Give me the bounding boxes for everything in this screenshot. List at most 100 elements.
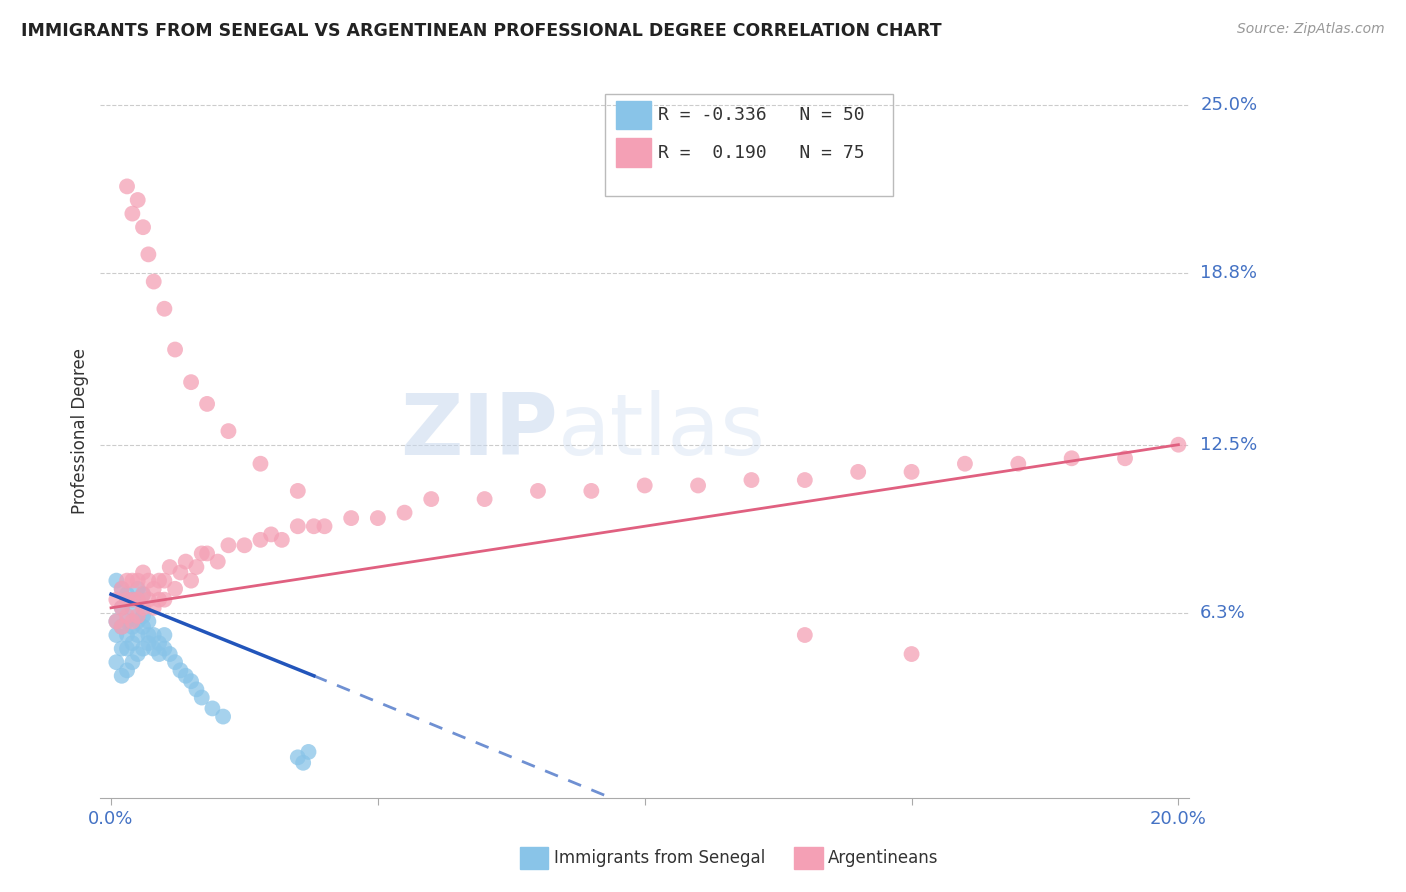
Point: [138, 636, 160, 650]
Text: 12.5%: 12.5%: [1201, 435, 1257, 454]
Point: [138, 615, 160, 629]
Point: [180, 674, 202, 689]
Text: 25.0%: 25.0%: [1201, 95, 1257, 114]
Point: [105, 615, 128, 629]
Point: [249, 457, 271, 471]
Point: [105, 574, 128, 588]
Point: [148, 592, 170, 607]
Point: [142, 628, 165, 642]
Point: [186, 682, 208, 697]
Point: [233, 538, 256, 552]
Point: [900, 647, 922, 661]
Point: [159, 560, 181, 574]
Point: [132, 600, 155, 615]
Point: [180, 574, 202, 588]
Point: [121, 636, 143, 650]
Point: [111, 641, 134, 656]
Point: [115, 628, 138, 642]
Point: [138, 592, 160, 607]
Point: [195, 546, 218, 560]
Point: [186, 560, 208, 574]
Point: [111, 582, 134, 596]
Point: [115, 592, 138, 607]
Point: [190, 690, 212, 705]
Point: [195, 397, 218, 411]
Point: [148, 647, 170, 661]
Point: [142, 275, 165, 289]
Point: [394, 506, 416, 520]
Point: [1060, 451, 1083, 466]
Point: [121, 206, 143, 220]
Point: [793, 628, 815, 642]
Point: [115, 664, 138, 678]
Point: [132, 620, 155, 634]
Point: [111, 600, 134, 615]
Point: [132, 220, 155, 235]
Point: [249, 533, 271, 547]
Point: [212, 709, 235, 723]
Point: [527, 483, 550, 498]
Point: [287, 750, 309, 764]
Point: [793, 473, 815, 487]
Point: [127, 628, 149, 642]
Text: Source: ZipAtlas.com: Source: ZipAtlas.com: [1237, 22, 1385, 37]
Point: [581, 483, 603, 498]
Point: [217, 538, 239, 552]
Point: [159, 647, 181, 661]
Point: [138, 574, 160, 588]
Point: [153, 301, 176, 316]
Text: R = -0.336   N = 50: R = -0.336 N = 50: [658, 106, 865, 124]
Text: Immigrants from Senegal: Immigrants from Senegal: [554, 849, 765, 867]
Point: [302, 519, 325, 533]
Point: [740, 473, 762, 487]
Point: [169, 664, 191, 678]
Y-axis label: Professional Degree: Professional Degree: [72, 348, 89, 514]
Point: [270, 533, 292, 547]
Point: [115, 641, 138, 656]
Point: [127, 582, 149, 596]
Point: [121, 592, 143, 607]
Point: [127, 647, 149, 661]
Text: 18.8%: 18.8%: [1201, 264, 1257, 283]
Point: [127, 615, 149, 629]
Point: [174, 669, 197, 683]
Text: R =  0.190   N = 75: R = 0.190 N = 75: [658, 144, 865, 161]
Point: [127, 574, 149, 588]
Point: [115, 592, 138, 607]
Point: [367, 511, 389, 525]
Point: [121, 600, 143, 615]
Point: [148, 636, 170, 650]
Point: [340, 511, 363, 525]
Point: [111, 600, 134, 615]
Point: [121, 620, 143, 634]
Point: [132, 587, 155, 601]
Point: [115, 179, 138, 194]
Point: [142, 641, 165, 656]
Point: [165, 582, 187, 596]
Point: [127, 592, 149, 607]
Point: [121, 615, 143, 629]
Point: [174, 555, 197, 569]
Text: Argentineans: Argentineans: [828, 849, 939, 867]
Point: [115, 609, 138, 624]
Point: [287, 519, 309, 533]
Point: [115, 615, 138, 629]
Point: [121, 655, 143, 669]
Point: [686, 478, 709, 492]
Point: [111, 669, 134, 683]
Point: [121, 592, 143, 607]
Text: IMMIGRANTS FROM SENEGAL VS ARGENTINEAN PROFESSIONAL DEGREE CORRELATION CHART: IMMIGRANTS FROM SENEGAL VS ARGENTINEAN P…: [21, 22, 942, 40]
Point: [474, 491, 496, 506]
Point: [297, 745, 319, 759]
Point: [132, 641, 155, 656]
Point: [292, 756, 315, 770]
Point: [127, 609, 149, 624]
Point: [217, 424, 239, 438]
Point: [169, 566, 191, 580]
Point: [287, 483, 309, 498]
Point: [142, 600, 165, 615]
Point: [153, 592, 176, 607]
Point: [132, 609, 155, 624]
Point: [127, 193, 149, 207]
Point: [953, 457, 976, 471]
